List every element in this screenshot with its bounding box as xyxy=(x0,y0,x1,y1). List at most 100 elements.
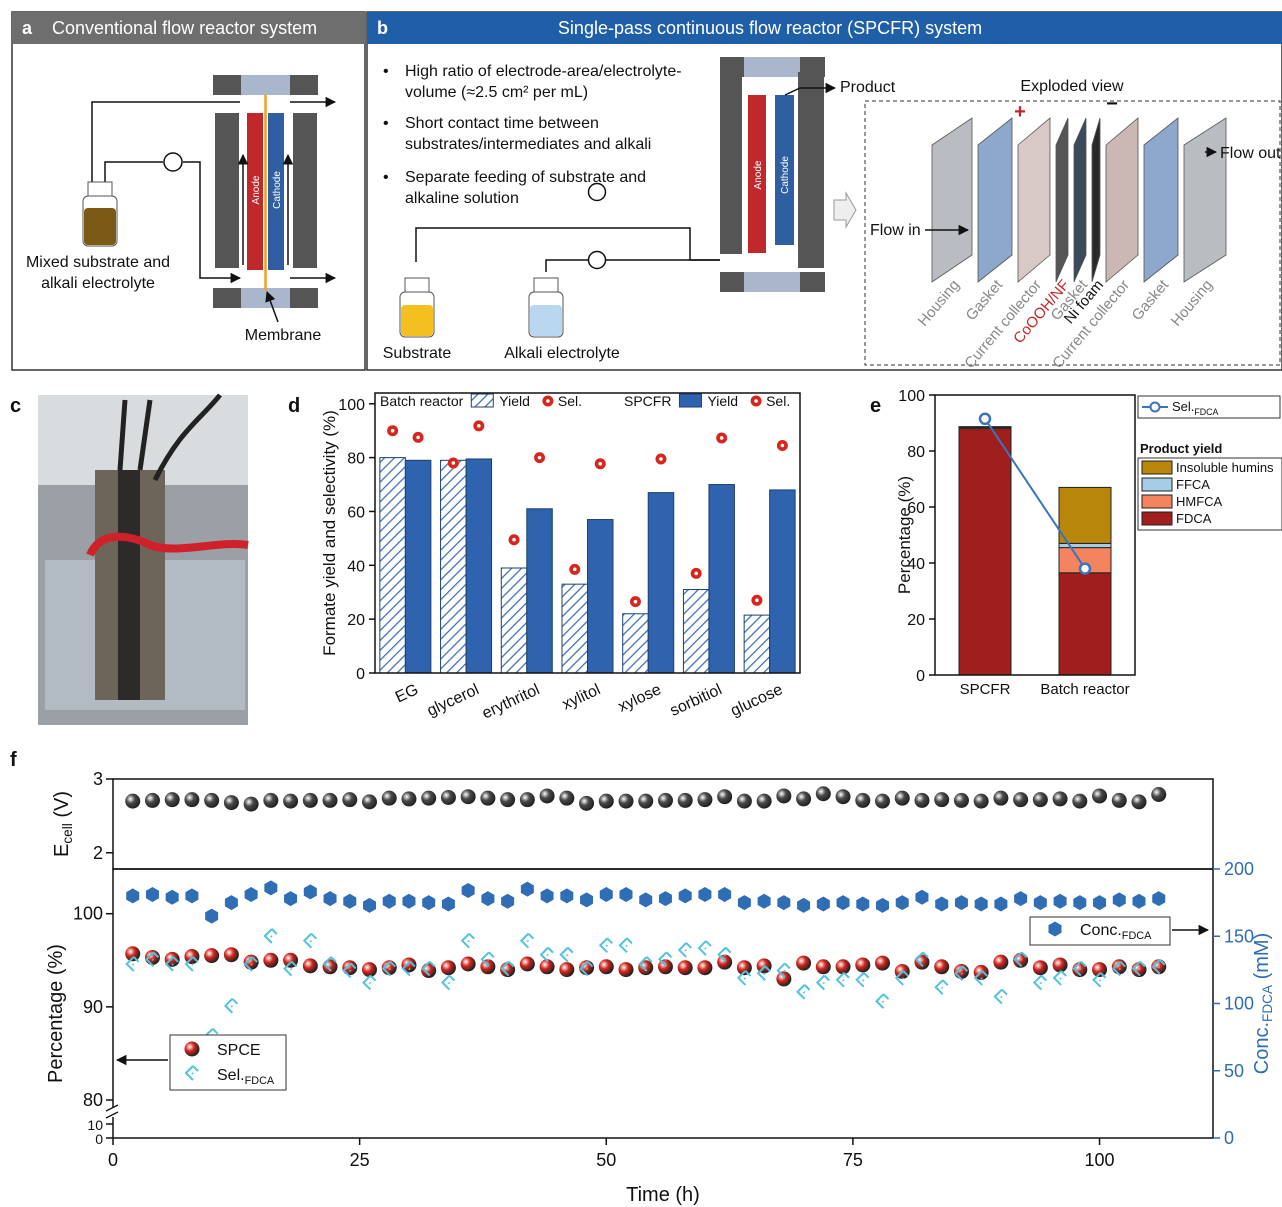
data-point xyxy=(145,887,159,903)
y-tick-label: 90 xyxy=(83,997,103,1017)
bullet-text: High ratio of electrode-area/electrolyte… xyxy=(405,63,682,80)
flow-line xyxy=(183,161,242,284)
data-point xyxy=(303,884,317,900)
dot-center xyxy=(755,598,759,603)
exploded-layer xyxy=(1183,117,1227,283)
data-point xyxy=(144,792,160,808)
selectivity-dot xyxy=(716,432,728,444)
data-point xyxy=(718,887,732,903)
data-point xyxy=(363,897,376,913)
anode xyxy=(748,95,766,253)
flow-in-label: Flow in xyxy=(870,222,921,239)
data-point xyxy=(263,952,279,968)
data-point xyxy=(717,954,733,970)
flow-line xyxy=(545,259,720,272)
data-point xyxy=(836,895,850,911)
data-point xyxy=(677,792,693,808)
text-part: Sel. xyxy=(1172,399,1194,414)
y-tick-label: 80 xyxy=(907,444,925,461)
x-tick-label: glycerol xyxy=(425,681,482,720)
data-point xyxy=(894,970,909,986)
plot-frame xyxy=(374,392,801,674)
data-point xyxy=(1092,962,1108,978)
data-point xyxy=(915,889,929,905)
data-point xyxy=(855,957,871,973)
data-point xyxy=(797,897,811,913)
housing xyxy=(720,62,742,254)
x-tick-label: 0 xyxy=(108,1150,118,1170)
data-point xyxy=(657,792,673,808)
data-point xyxy=(322,956,337,972)
dot-center xyxy=(659,457,663,461)
exploded-title: Exploded view xyxy=(1020,78,1124,95)
y-tick-label: 60 xyxy=(907,500,925,517)
y-tick-label: 100 xyxy=(898,388,925,405)
data-point xyxy=(953,792,969,808)
data-point xyxy=(125,956,140,972)
legend-label: Sel. xyxy=(558,393,582,409)
data-point xyxy=(401,791,417,807)
y-tick-label: 20 xyxy=(907,612,925,629)
data-point xyxy=(835,789,851,805)
y-tick-label: 0 xyxy=(356,666,365,683)
dot-center xyxy=(694,571,698,576)
data-point xyxy=(125,793,141,809)
data-point xyxy=(126,888,140,904)
panel-letter: f xyxy=(10,749,17,771)
data-point xyxy=(480,790,496,806)
data-point xyxy=(263,792,279,808)
data-point xyxy=(815,974,831,991)
y-tick-label: 100 xyxy=(73,904,103,924)
subscript: cell xyxy=(60,823,75,843)
dot-center xyxy=(572,567,577,572)
y2-tick-label: 0 xyxy=(1224,1128,1234,1148)
data-point xyxy=(973,793,989,809)
bullet: • xyxy=(383,169,389,186)
data-point xyxy=(697,940,712,956)
bar xyxy=(743,614,771,674)
legend-marker xyxy=(184,1065,199,1081)
panel-b: b Single-pass continuous flow reactor (S… xyxy=(366,11,1282,372)
legend-label: HMFCA xyxy=(1176,494,1223,509)
data-point xyxy=(835,972,850,988)
data-point xyxy=(1093,895,1107,911)
legend-marker-center xyxy=(546,399,550,403)
data-point xyxy=(698,887,712,903)
mixture-label: alkali electrolyte xyxy=(41,275,155,292)
layer-label: Housing xyxy=(1168,277,1216,330)
data-point xyxy=(441,974,456,991)
text-part: E xyxy=(51,844,73,857)
data-point xyxy=(283,960,298,977)
y2-axis-label: Conc.FDCA (mM) xyxy=(1251,933,1275,1074)
selectivity-dot xyxy=(655,453,667,465)
data-point xyxy=(717,789,733,805)
photo-cable xyxy=(117,393,222,482)
x-tick-label: 50 xyxy=(596,1150,616,1170)
data-point xyxy=(402,893,416,909)
direction-arrow xyxy=(833,191,857,229)
legend-swatch xyxy=(1141,477,1173,492)
bottle-cap xyxy=(533,277,559,293)
x-tick-label: xylose xyxy=(616,681,664,716)
y-tick-label: 80 xyxy=(83,1090,103,1110)
legend-swatch xyxy=(470,393,494,408)
layer-label: Gasket xyxy=(1128,276,1172,324)
selectivity-dot xyxy=(387,425,399,437)
housing xyxy=(798,72,824,268)
x-tick-label: Batch reactor xyxy=(1040,681,1129,698)
data-point xyxy=(677,960,693,976)
data-point xyxy=(1033,895,1047,911)
flow-line xyxy=(415,227,720,262)
data-point xyxy=(342,792,358,808)
selectivity-dot xyxy=(751,594,763,606)
legend-title: Product yield xyxy=(1140,441,1222,456)
data-point xyxy=(796,791,812,807)
data-point xyxy=(875,793,891,809)
data-point xyxy=(579,795,595,811)
data-point xyxy=(1092,972,1107,988)
bottle-liquid xyxy=(401,305,433,336)
plot-frame xyxy=(934,394,1136,676)
selectivity-dot xyxy=(447,457,459,469)
data-point xyxy=(875,993,890,1009)
